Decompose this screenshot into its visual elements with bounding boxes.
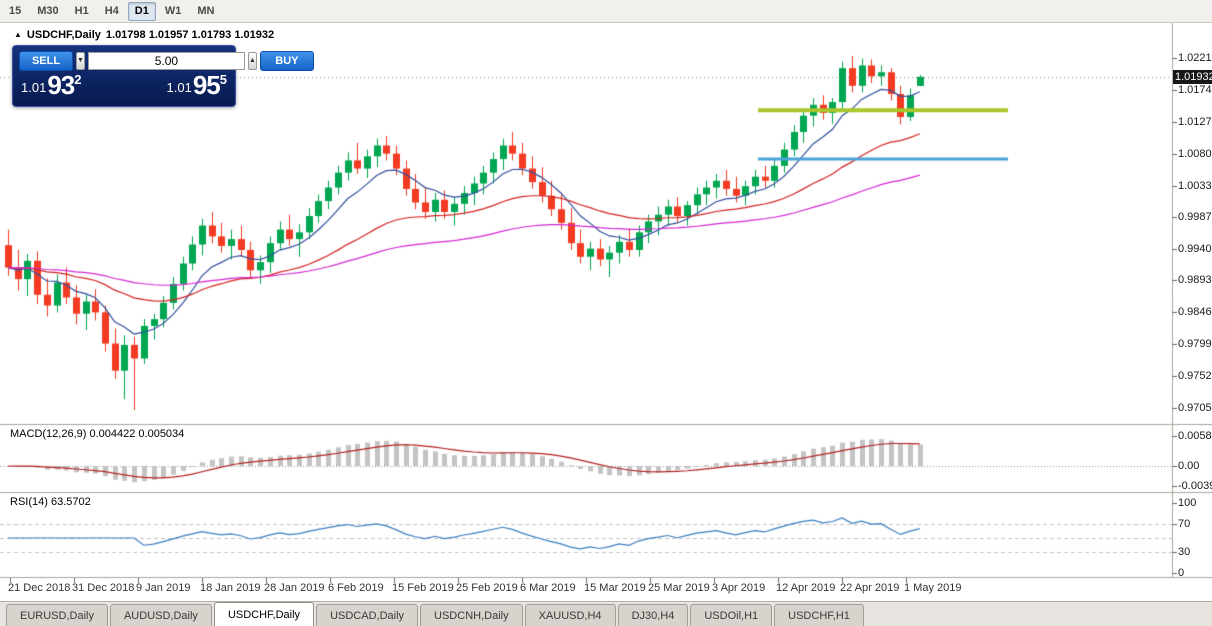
current-price-badge: 1.01932 bbox=[1173, 69, 1212, 84]
chart-ohlc: 1.01798 1.01957 1.01793 1.01932 bbox=[105, 29, 275, 41]
rsi-title: RSI(14) 63.5702 bbox=[10, 496, 91, 508]
macd-title: MACD(12,26,9) 0.004422 0.005034 bbox=[10, 428, 185, 440]
rsi-axis-label: 70 bbox=[1178, 518, 1191, 530]
macd-axis-label: 0.005805 bbox=[1178, 430, 1212, 442]
timeframe-button-h4[interactable]: H4 bbox=[104, 5, 119, 17]
price-axis-label: 1.01740 bbox=[1178, 83, 1212, 96]
volume-decrease-button[interactable]: ▼ bbox=[76, 51, 85, 70]
rsi-axis-label: 30 bbox=[1178, 546, 1191, 558]
one-click-trading-panel: SELL ▼ ▲ BUY 1.01 93 2 1.01 95 5 bbox=[12, 45, 314, 107]
date-axis-label: 15 Feb 2019 bbox=[392, 582, 454, 594]
volume-input[interactable] bbox=[87, 51, 245, 70]
tab-audusd-daily[interactable]: AUDUSD,Daily bbox=[109, 604, 212, 626]
date-axis-label: 21 Dec 2018 bbox=[8, 582, 71, 594]
timeframe-button-m30[interactable]: M30 bbox=[37, 5, 59, 17]
date-axis-label: 22 Apr 2019 bbox=[840, 582, 900, 594]
buy-price-sup: 5 bbox=[219, 72, 227, 87]
timeframe-toolbar: 15 M30 H1 H4 D1 W1 MN bbox=[0, 0, 1212, 23]
chart-title: ▲ USDCHF,Daily 1.01798 1.01957 1.01793 1… bbox=[14, 29, 274, 41]
chart-window: ▲ USDCHF,Daily 1.01798 1.01957 1.01793 1… bbox=[0, 23, 1212, 601]
tab-usdcnh-daily[interactable]: USDCNH,Daily bbox=[420, 604, 523, 626]
date-axis-label: 31 Dec 2018 bbox=[72, 582, 135, 594]
tab-eurusd-daily[interactable]: EURUSD,Daily bbox=[6, 604, 108, 626]
date-axis-label: 3 Apr 2019 bbox=[712, 582, 766, 594]
date-axis-label: 18 Jan 2019 bbox=[200, 582, 261, 594]
chart-tabs: EURUSD,Daily AUDUSD,Daily USDCHF,Daily USDC… bbox=[0, 601, 1212, 626]
trade-panel-prices: 1.01 93 2 1.01 95 5 bbox=[19, 72, 229, 98]
date-axis-label: 25 Feb 2019 bbox=[456, 582, 518, 594]
sell-button[interactable]: SELL bbox=[19, 50, 73, 71]
date-axis-label: 12 Apr 2019 bbox=[776, 582, 836, 594]
rsi-axis-label: 0 bbox=[1178, 567, 1185, 579]
buy-button[interactable]: BUY bbox=[259, 50, 314, 71]
tab-dj30-h4[interactable]: DJ30,H4 bbox=[617, 604, 689, 626]
macd-axis-label: -0.003945 bbox=[1178, 480, 1212, 493]
tab-usdoil-h1[interactable]: USDOil,H1 bbox=[690, 604, 773, 626]
tab-usdchf-h1[interactable]: USDCHF,H1 bbox=[774, 604, 864, 626]
date-axis-label: 1 May 2019 bbox=[904, 582, 962, 594]
tab-usdchf-daily[interactable]: USDCHF,Daily bbox=[213, 602, 315, 626]
tab-xauusd-h4[interactable]: XAUUSD,H4 bbox=[524, 604, 616, 626]
sell-price-big: 93 bbox=[47, 70, 75, 100]
volume-increase-button[interactable]: ▲ bbox=[247, 51, 257, 70]
date-axis-label: 15 Mar 2019 bbox=[584, 582, 646, 594]
chart-symbol-icon: ▲ bbox=[14, 30, 22, 39]
chart-canvas[interactable] bbox=[0, 23, 1212, 601]
timeframe-button-w1[interactable]: W1 bbox=[164, 5, 182, 17]
sell-price-prefix: 1.01 bbox=[21, 80, 47, 95]
timeframe-button-mn[interactable]: MN bbox=[197, 5, 215, 17]
date-axis-label: 9 Jan 2019 bbox=[136, 582, 191, 594]
macd-axis-label: 0.00 bbox=[1178, 460, 1200, 472]
sell-price[interactable]: 1.01 93 2 bbox=[21, 72, 81, 98]
timeframe-button-15[interactable]: 15 bbox=[9, 5, 22, 17]
price-axis-label: 1.00800 bbox=[1178, 147, 1212, 160]
sell-price-sup: 2 bbox=[74, 72, 82, 87]
timeframe-button-d1[interactable]: D1 bbox=[127, 1, 156, 21]
price-axis-label: 1.01270 bbox=[1178, 115, 1212, 128]
buy-price-big: 95 bbox=[192, 70, 221, 100]
timeframe-button-h1[interactable]: H1 bbox=[74, 5, 89, 17]
date-axis-label: 6 Mar 2019 bbox=[520, 582, 576, 594]
trade-panel-controls: SELL ▼ ▲ BUY bbox=[19, 50, 314, 71]
rsi-axis-label: 100 bbox=[1178, 497, 1197, 509]
chart-symbol: USDCHF,Daily bbox=[26, 29, 101, 41]
tab-usdcad-daily[interactable]: USDCAD,Daily bbox=[316, 604, 419, 626]
price-axis-label: 1.02210 bbox=[1178, 52, 1212, 64]
date-axis-label: 25 Mar 2019 bbox=[648, 582, 710, 594]
buy-price-prefix: 1.01 bbox=[166, 80, 192, 95]
buy-price[interactable]: 1.01 95 5 bbox=[167, 72, 227, 98]
date-axis-label: 28 Jan 2019 bbox=[264, 582, 325, 594]
date-axis-label: 6 Feb 2019 bbox=[328, 582, 384, 594]
